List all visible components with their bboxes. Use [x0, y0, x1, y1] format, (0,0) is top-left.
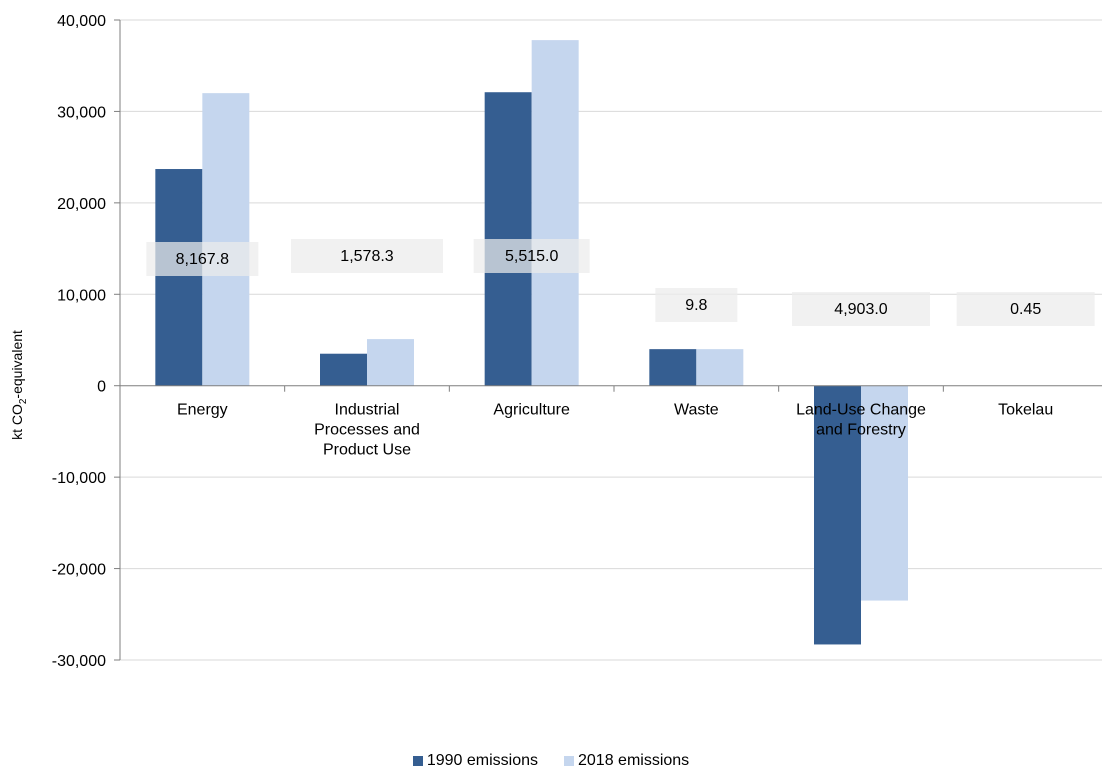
category-label: Processes and	[314, 422, 420, 439]
bar-1990	[649, 349, 696, 386]
bar-2018	[696, 349, 743, 386]
category-label: Land-Use Change	[796, 402, 926, 419]
y-tick-label: 0	[97, 379, 106, 396]
annotation-label: 8,167.8	[176, 251, 229, 268]
bar-1990	[320, 354, 367, 386]
legend-swatch-1990	[413, 756, 423, 766]
annotation-label: 4,903.0	[834, 301, 887, 318]
legend-label-2018: 2018 emissions	[578, 752, 689, 770]
y-tick-label: -30,000	[52, 653, 106, 670]
bar-2018	[202, 93, 249, 386]
category-label: Energy	[177, 402, 228, 419]
category-label: Waste	[674, 402, 719, 419]
y-tick-label: 10,000	[57, 287, 106, 304]
annotation-label: 0.45	[1010, 301, 1041, 318]
y-tick-label: -20,000	[52, 562, 106, 579]
legend-item-1990: 1990 emissions	[413, 752, 538, 770]
annotation-label: 1,578.3	[340, 248, 393, 265]
category-label: Product Use	[323, 442, 411, 459]
annotation-label: 5,515.0	[505, 248, 558, 265]
legend-item-2018: 2018 emissions	[564, 752, 689, 770]
category-label: Agriculture	[493, 402, 570, 419]
legend-swatch-2018	[564, 756, 574, 766]
bar-1990	[485, 92, 532, 385]
category-label: Industrial	[335, 402, 400, 419]
y-tick-label: 30,000	[57, 104, 106, 121]
y-tick-label: 40,000	[57, 13, 106, 30]
legend: 1990 emissions 2018 emissions	[0, 752, 1102, 770]
y-tick-label: -10,000	[52, 470, 106, 487]
bar-2018	[367, 339, 414, 386]
y-axis-label: kt CO2-equivalent	[9, 330, 29, 440]
bar-1990	[155, 169, 202, 386]
category-label: and Forestry	[816, 422, 906, 439]
y-tick-label: 20,000	[57, 196, 106, 213]
bar-chart: 40,000 30,000 20,000 10,000 0 -10,000 -20,000 -…	[0, 0, 1102, 740]
bar-2018	[532, 40, 579, 386]
legend-label-1990: 1990 emissions	[427, 752, 538, 770]
category-label: Tokelau	[998, 402, 1053, 419]
annotation-label: 9.8	[685, 297, 707, 314]
